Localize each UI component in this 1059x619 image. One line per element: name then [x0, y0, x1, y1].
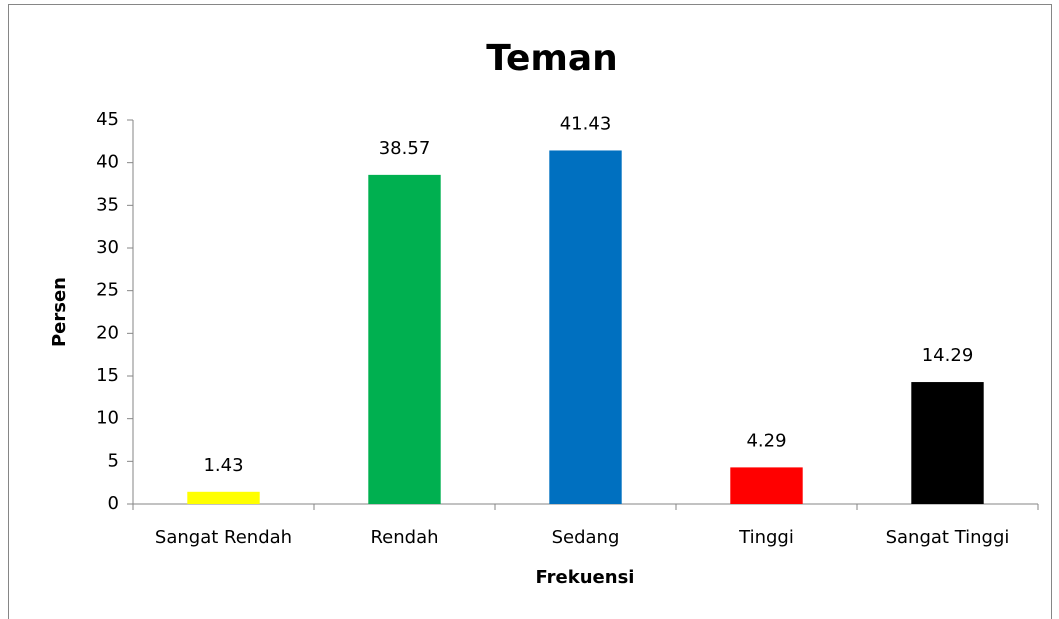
y-tick-label: 0	[108, 493, 119, 514]
bar	[911, 382, 984, 504]
y-tick-label: 45	[96, 109, 119, 130]
data-label: 14.29	[922, 345, 974, 366]
x-tick-label: Tinggi	[738, 527, 794, 548]
x-tick-label: Sangat Tinggi	[886, 527, 1010, 548]
bar	[549, 150, 622, 505]
data-label: 41.43	[560, 113, 612, 134]
x-tick-label: Rendah	[370, 527, 438, 548]
x-tick-label: Sedang	[552, 527, 620, 548]
bar	[730, 467, 803, 504]
chart-title: Teman	[486, 38, 618, 79]
y-tick-label: 15	[96, 365, 119, 386]
y-tick-label: 10	[96, 408, 119, 429]
y-tick-label: 40	[96, 152, 119, 173]
bar	[187, 491, 260, 504]
x-tick-label: Sangat Rendah	[155, 527, 292, 548]
data-label: 4.29	[746, 430, 786, 451]
data-label: 38.57	[379, 138, 431, 159]
bar	[368, 174, 441, 505]
y-tick-label: 30	[96, 237, 119, 258]
x-axis-label: Frekuensi	[536, 567, 635, 588]
y-tick-label: 20	[96, 322, 119, 343]
y-axis-label: Persen	[49, 277, 70, 347]
chart-frame	[8, 4, 1052, 619]
y-tick-label: 5	[108, 450, 119, 471]
data-label: 1.43	[203, 455, 243, 476]
y-tick-label: 25	[96, 280, 119, 301]
y-tick-label: 35	[96, 194, 119, 215]
